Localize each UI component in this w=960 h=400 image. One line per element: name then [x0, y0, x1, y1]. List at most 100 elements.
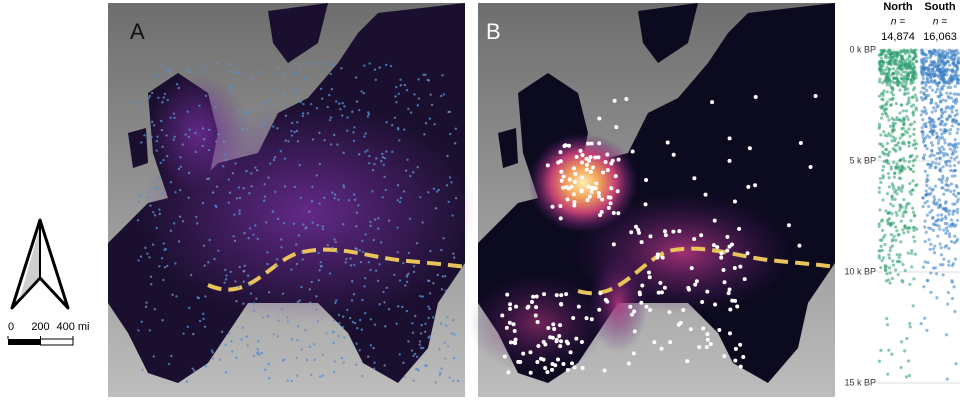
- date-dot: [950, 68, 955, 72]
- date-dot: [922, 105, 927, 110]
- date-dot: [899, 240, 903, 244]
- site-dot: [445, 324, 448, 327]
- site-dot: [668, 340, 673, 345]
- site-dot: [402, 190, 406, 193]
- date-dot: [885, 316, 889, 321]
- date-dot: [906, 117, 910, 121]
- date-dot: [886, 56, 891, 60]
- date-dot: [951, 212, 955, 216]
- site-dot: [398, 353, 401, 356]
- site-dot: [185, 380, 189, 383]
- site-dot: [252, 354, 256, 358]
- date-dot: [911, 188, 915, 192]
- date-dot: [955, 112, 959, 116]
- date-dot: [928, 186, 932, 190]
- site-dot: [276, 127, 279, 130]
- date-dot: [928, 210, 932, 215]
- site-dot: [343, 105, 346, 108]
- site-dot: [137, 200, 141, 204]
- date-dot: [884, 102, 888, 106]
- site-dot: [417, 78, 420, 81]
- date-dot: [921, 204, 925, 209]
- site-dot: [445, 184, 449, 187]
- site-dot: [360, 328, 364, 331]
- site-dot: [290, 379, 294, 383]
- site-dot: [382, 163, 386, 167]
- site-dot: [137, 329, 140, 332]
- site-dot: [284, 114, 288, 117]
- site-dot: [420, 323, 423, 327]
- date-dot: [895, 192, 899, 196]
- site-dot: [344, 261, 347, 264]
- site-dot: [280, 238, 283, 241]
- date-dot: [938, 122, 942, 126]
- date-dot: [903, 349, 907, 353]
- site-dot: [276, 66, 280, 70]
- site-dot: [443, 341, 446, 345]
- site-dot: [251, 76, 254, 80]
- site-dot: [283, 185, 287, 188]
- site-dot: [652, 340, 657, 345]
- date-dot: [897, 255, 901, 259]
- site-dot: [150, 135, 153, 139]
- date-dot: [900, 205, 904, 209]
- date-dot: [892, 234, 896, 238]
- date-dot: [951, 209, 955, 213]
- site-dot: [358, 249, 361, 252]
- site-dot: [138, 194, 142, 197]
- site-dot: [373, 323, 377, 326]
- site-dot: [500, 313, 505, 318]
- date-dot: [939, 74, 943, 78]
- site-dot: [710, 100, 715, 105]
- date-dot: [952, 62, 956, 67]
- site-dot: [588, 169, 593, 174]
- date-dot: [935, 151, 940, 155]
- date-dot: [947, 209, 952, 213]
- site-dot: [373, 218, 377, 221]
- site-dot: [201, 144, 204, 148]
- site-dot: [559, 339, 564, 344]
- site-dot: [431, 316, 435, 319]
- date-dot: [922, 153, 926, 157]
- site-dot: [733, 358, 738, 363]
- date-dot: [898, 88, 902, 92]
- site-dot: [207, 261, 210, 264]
- site-dot: [671, 152, 676, 157]
- date-dot: [907, 202, 911, 206]
- date-dot: [938, 167, 943, 171]
- site-dot: [152, 210, 155, 214]
- date-dot: [949, 96, 954, 100]
- date-dot: [885, 134, 889, 138]
- site-dot: [647, 275, 652, 280]
- site-dot: [148, 256, 151, 259]
- date-dot: [878, 249, 882, 253]
- site-dot: [329, 143, 333, 146]
- date-dot: [926, 178, 930, 182]
- date-dot: [888, 97, 892, 102]
- date-dot: [925, 199, 929, 204]
- site-dot: [628, 304, 633, 309]
- site-dot: [412, 171, 415, 174]
- date-dot: [881, 93, 885, 98]
- site-dot: [272, 333, 275, 336]
- date-dot: [877, 122, 882, 126]
- site-dot: [203, 138, 206, 141]
- site-dot: [301, 114, 304, 118]
- site-dot: [616, 157, 621, 162]
- site-dot: [738, 264, 743, 269]
- site-dot: [452, 379, 455, 383]
- site-dot: [178, 215, 182, 218]
- site-dot: [248, 192, 251, 195]
- date-dot: [914, 96, 919, 100]
- date-dot: [906, 66, 911, 70]
- site-dot: [363, 64, 366, 67]
- site-dot: [559, 293, 564, 298]
- site-dot: [444, 274, 447, 278]
- date-dot: [952, 92, 956, 96]
- date-dot: [901, 211, 905, 215]
- site-dot: [574, 336, 579, 341]
- site-dot: [358, 153, 361, 156]
- date-dot: [956, 197, 960, 201]
- site-dot: [158, 176, 161, 179]
- site-dot: [721, 267, 726, 272]
